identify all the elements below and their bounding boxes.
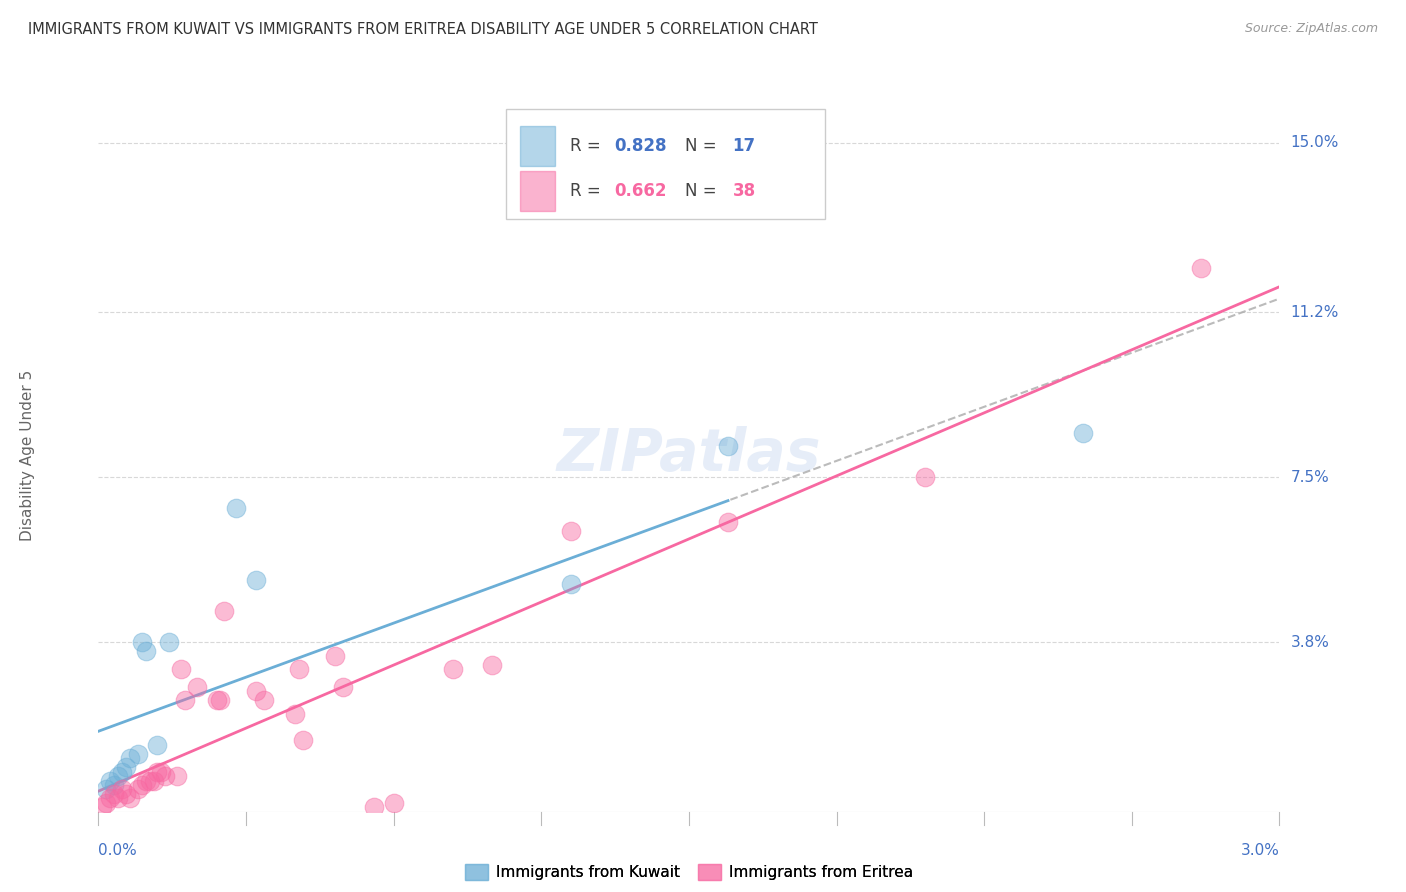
Point <box>127 782 149 797</box>
Point <box>560 577 582 591</box>
Point <box>332 680 354 694</box>
Text: ZIPatlas: ZIPatlas <box>557 426 821 483</box>
Text: 0.662: 0.662 <box>614 182 666 200</box>
Point <box>103 778 125 792</box>
Legend: Immigrants from Kuwait, Immigrants from Eritrea: Immigrants from Kuwait, Immigrants from … <box>458 858 920 886</box>
Text: R =: R = <box>569 137 606 155</box>
Point <box>118 791 141 805</box>
Point <box>98 791 121 805</box>
Point <box>166 769 188 783</box>
Point <box>209 693 232 707</box>
FancyBboxPatch shape <box>506 109 825 219</box>
Point <box>98 773 121 788</box>
Point <box>91 800 114 814</box>
Text: 17: 17 <box>733 137 756 155</box>
Point <box>717 439 740 453</box>
Point <box>914 470 936 484</box>
Point <box>382 796 405 810</box>
Point <box>96 782 118 797</box>
Text: 0.0%: 0.0% <box>98 843 138 858</box>
Point <box>107 769 129 783</box>
Point <box>146 764 169 779</box>
Point <box>135 644 157 658</box>
Point <box>253 693 276 707</box>
Point <box>135 773 157 788</box>
Text: R =: R = <box>569 182 606 200</box>
Point <box>131 635 153 649</box>
Point <box>131 778 153 792</box>
Point <box>1189 260 1212 275</box>
Point <box>245 684 267 698</box>
Text: N =: N = <box>685 137 723 155</box>
Text: 3.0%: 3.0% <box>1240 843 1279 858</box>
Point <box>284 706 307 721</box>
Point <box>155 769 177 783</box>
Point <box>118 751 141 765</box>
Point <box>96 796 118 810</box>
Point <box>292 733 315 747</box>
Text: 3.8%: 3.8% <box>1291 635 1330 649</box>
Point <box>142 773 165 788</box>
Point <box>107 791 129 805</box>
Text: Source: ZipAtlas.com: Source: ZipAtlas.com <box>1244 22 1378 36</box>
Point <box>127 747 149 761</box>
Text: N =: N = <box>685 182 723 200</box>
Point <box>214 604 236 618</box>
Point <box>150 764 173 779</box>
Point <box>186 680 208 694</box>
Text: 11.2%: 11.2% <box>1291 305 1339 319</box>
Point <box>363 800 385 814</box>
Point <box>115 760 138 774</box>
Point <box>103 787 125 801</box>
Point <box>205 693 228 707</box>
Point <box>170 662 193 676</box>
Text: 7.5%: 7.5% <box>1291 470 1329 484</box>
Point <box>1071 425 1094 440</box>
Point <box>111 782 134 797</box>
Point <box>481 657 503 672</box>
Text: 0.828: 0.828 <box>614 137 666 155</box>
Point <box>174 693 197 707</box>
Point <box>111 764 134 779</box>
Text: Disability Age Under 5: Disability Age Under 5 <box>20 369 35 541</box>
Text: 15.0%: 15.0% <box>1291 136 1339 150</box>
Point <box>146 738 169 752</box>
Text: 38: 38 <box>733 182 756 200</box>
Point <box>717 515 740 529</box>
Point <box>441 662 464 676</box>
Point <box>225 501 247 516</box>
Point <box>323 648 346 663</box>
Point <box>115 787 138 801</box>
Text: IMMIGRANTS FROM KUWAIT VS IMMIGRANTS FROM ERITREA DISABILITY AGE UNDER 5 CORRELA: IMMIGRANTS FROM KUWAIT VS IMMIGRANTS FRO… <box>28 22 818 37</box>
Point <box>288 662 311 676</box>
Point <box>157 635 180 649</box>
Point <box>138 773 160 788</box>
Point <box>245 573 267 587</box>
FancyBboxPatch shape <box>520 127 555 166</box>
Point <box>560 524 582 538</box>
FancyBboxPatch shape <box>520 171 555 211</box>
